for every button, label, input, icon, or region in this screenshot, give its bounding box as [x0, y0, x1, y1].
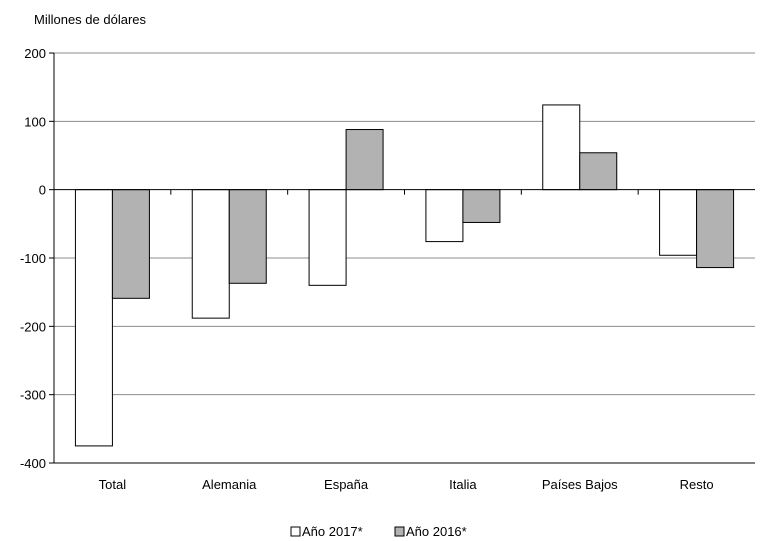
zero-line [54, 189, 755, 195]
y-tick-label: -200 [20, 319, 46, 334]
bar [228, 189, 267, 284]
legend-label: Año 2017* [302, 524, 363, 539]
x-tick-label: Resto [680, 477, 714, 492]
bar [308, 189, 347, 286]
x-tick-label: Total [99, 477, 127, 492]
bar [659, 189, 698, 256]
bar [111, 189, 150, 299]
bar [191, 189, 230, 319]
y-axis-label: Millones de dólares [34, 12, 147, 27]
x-tick-label: España [324, 477, 369, 492]
legend-swatch [290, 526, 301, 537]
legend: Año 2017* Año 2016* [290, 524, 467, 539]
legend-label: Año 2016* [406, 524, 467, 539]
bar [696, 189, 735, 269]
legend-swatch [394, 526, 405, 537]
bar [579, 152, 618, 191]
y-tick-label: 0 [39, 183, 46, 198]
y-tick-label: -400 [20, 456, 46, 471]
axes [53, 53, 755, 464]
bar [542, 104, 581, 191]
y-tick-label: 100 [24, 114, 46, 129]
gridlines [54, 52, 755, 396]
bar [74, 189, 113, 447]
bar [345, 129, 384, 191]
x-tick-label: Alemania [202, 477, 257, 492]
x-tick-label: Italia [449, 477, 477, 492]
bar [425, 189, 464, 243]
y-tick-label: -300 [20, 388, 46, 403]
bar [462, 189, 501, 223]
y-axis-ticks: 200 100 0 -100 -200 -300 -400 [20, 46, 54, 471]
y-tick-label: 200 [24, 46, 46, 61]
y-tick-label: -100 [20, 251, 46, 266]
bars [74, 104, 735, 447]
x-axis-ticks: Total Alemania España Italia Países Bajos Res… [99, 477, 714, 492]
x-tick-label: Países Bajos [542, 477, 618, 492]
